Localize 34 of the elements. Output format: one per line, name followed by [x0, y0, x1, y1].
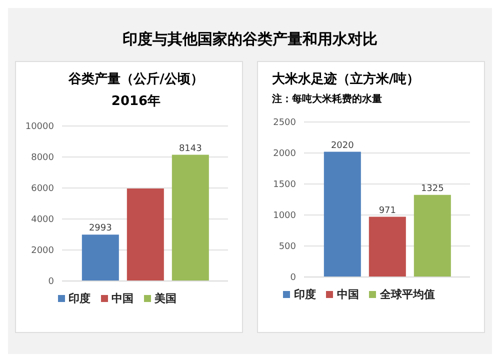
text: 印度与其他国家的谷类产量和用水对比 — [122, 29, 378, 50]
data-label: 971 — [378, 206, 396, 216]
y-tick-label: 1000 — [273, 211, 296, 222]
y-tick-label: 6000 — [31, 184, 54, 194]
legend-label: 中国 — [112, 292, 134, 305]
bar — [172, 154, 209, 281]
bar — [82, 234, 119, 281]
bar — [126, 188, 164, 281]
legend-label: 印度 — [68, 292, 90, 305]
legend-label: 美国 — [154, 292, 176, 305]
data-label: 2020 — [330, 140, 354, 151]
chart-subtitle: 注：每吨大米耗费的水量 — [271, 92, 383, 106]
bar — [414, 194, 451, 277]
y-tick-label: 1500 — [273, 180, 296, 190]
y-tick-label: 0 — [290, 273, 296, 284]
y-tick-label: 2500 — [273, 118, 296, 128]
bar — [368, 216, 406, 277]
chart-subtitle: 2016年 — [110, 93, 162, 110]
data-label: 8143 — [178, 144, 202, 154]
y-tick-label: 500 — [278, 242, 296, 252]
y-tick-label: 2000 — [31, 246, 54, 256]
y-tick-label: 2000 — [273, 149, 296, 160]
legend-label: 印度 — [294, 288, 316, 301]
data-label: 2993 — [88, 224, 112, 234]
y-tick-label: 0 — [48, 277, 54, 288]
y-tick-label: 8000 — [31, 153, 54, 164]
data-label: 1325 — [420, 184, 444, 194]
bar — [324, 152, 361, 277]
legend-label: 全球平均值 — [380, 288, 435, 301]
y-tick-label: 10000 — [25, 122, 54, 132]
legend-label: 中国 — [337, 288, 359, 301]
chart-title: 大米水足迹（立方米/吨） — [271, 70, 421, 88]
y-tick-label: 4000 — [31, 215, 54, 226]
chart-title: 谷类产量（公斤/公顷） — [67, 70, 204, 88]
